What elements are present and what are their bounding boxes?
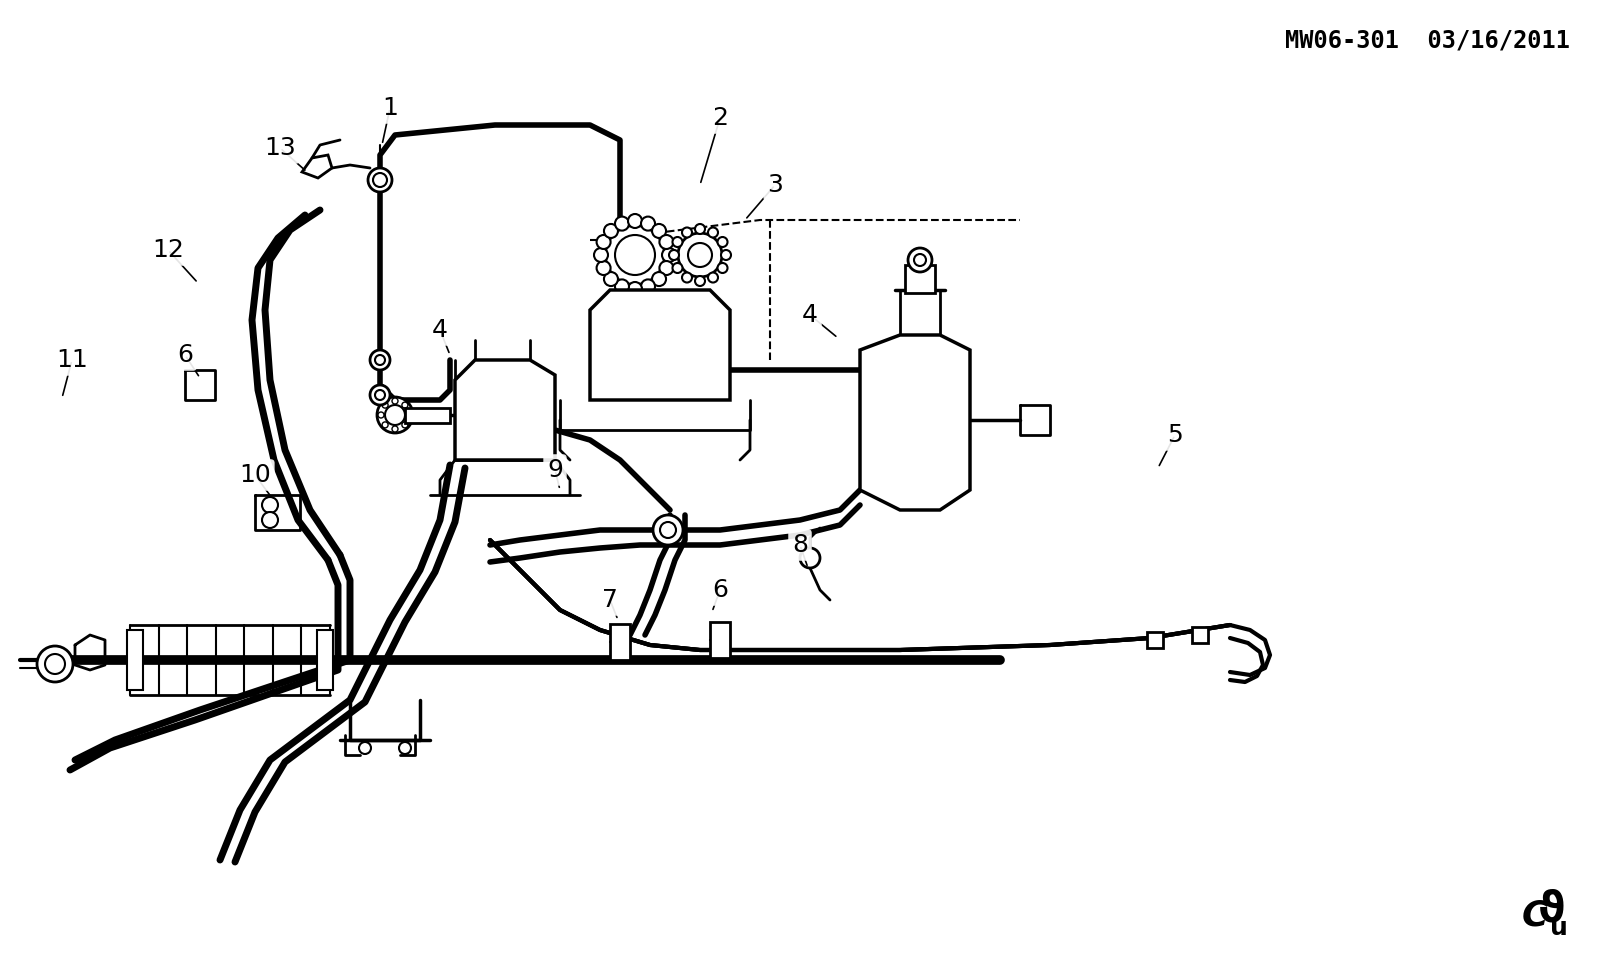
Text: ϑ: ϑ — [1538, 888, 1565, 930]
Circle shape — [707, 228, 718, 237]
Bar — [610, 624, 630, 660]
Circle shape — [358, 742, 371, 754]
Text: 10: 10 — [238, 463, 270, 487]
Circle shape — [368, 168, 392, 192]
Circle shape — [672, 263, 683, 273]
Polygon shape — [590, 290, 730, 400]
Circle shape — [707, 273, 718, 282]
Circle shape — [653, 224, 666, 238]
Circle shape — [370, 385, 390, 405]
Circle shape — [374, 355, 386, 365]
Polygon shape — [302, 155, 333, 178]
Circle shape — [672, 237, 683, 247]
Circle shape — [682, 228, 691, 237]
Circle shape — [614, 279, 629, 294]
Circle shape — [694, 276, 706, 286]
Circle shape — [669, 250, 678, 260]
Circle shape — [605, 225, 666, 285]
Text: 11: 11 — [56, 348, 88, 372]
Circle shape — [722, 250, 731, 260]
Text: 1: 1 — [382, 96, 398, 120]
Text: 8: 8 — [792, 533, 808, 557]
Circle shape — [682, 273, 691, 282]
Text: 2: 2 — [712, 106, 728, 130]
Text: 4: 4 — [802, 303, 818, 327]
Circle shape — [37, 646, 74, 682]
Bar — [126, 630, 142, 690]
Circle shape — [914, 254, 926, 266]
Circle shape — [402, 402, 408, 408]
Text: 4: 4 — [432, 318, 448, 342]
Circle shape — [653, 515, 683, 545]
Circle shape — [378, 412, 384, 418]
Circle shape — [603, 272, 618, 286]
Circle shape — [378, 397, 413, 433]
Circle shape — [688, 243, 712, 267]
Bar — [1192, 627, 1208, 643]
Text: 13: 13 — [264, 136, 296, 160]
Circle shape — [642, 216, 654, 231]
Circle shape — [382, 422, 389, 428]
Circle shape — [661, 522, 675, 538]
Text: 9: 9 — [547, 458, 563, 482]
Circle shape — [398, 742, 411, 754]
Circle shape — [614, 235, 654, 275]
Circle shape — [653, 272, 666, 286]
Circle shape — [594, 248, 608, 262]
Circle shape — [662, 248, 675, 262]
Text: MW06-301  03/16/2011: MW06-301 03/16/2011 — [1285, 28, 1570, 52]
Text: 6: 6 — [712, 578, 728, 602]
Circle shape — [373, 173, 387, 187]
Circle shape — [386, 405, 405, 425]
Polygon shape — [861, 335, 970, 510]
Bar — [317, 630, 333, 690]
Circle shape — [659, 261, 674, 275]
Circle shape — [717, 237, 728, 247]
Circle shape — [909, 248, 931, 272]
Circle shape — [627, 282, 642, 296]
Circle shape — [597, 235, 611, 249]
Circle shape — [262, 497, 278, 513]
Bar — [710, 622, 730, 658]
Circle shape — [614, 216, 629, 231]
Text: u: u — [1550, 916, 1568, 940]
Circle shape — [717, 263, 728, 273]
Text: C: C — [1522, 898, 1549, 932]
Circle shape — [382, 402, 389, 408]
Bar — [906, 265, 934, 293]
Circle shape — [678, 233, 722, 277]
Circle shape — [392, 398, 398, 404]
Circle shape — [402, 422, 408, 428]
Circle shape — [406, 412, 413, 418]
Circle shape — [374, 390, 386, 400]
Circle shape — [642, 279, 654, 294]
Polygon shape — [454, 360, 555, 460]
Text: 7: 7 — [602, 588, 618, 612]
Text: 12: 12 — [152, 238, 184, 262]
Circle shape — [262, 512, 278, 528]
Circle shape — [627, 214, 642, 228]
Circle shape — [659, 235, 674, 249]
Circle shape — [597, 261, 611, 275]
Circle shape — [800, 548, 819, 568]
Circle shape — [694, 224, 706, 234]
Circle shape — [392, 426, 398, 432]
Circle shape — [603, 224, 618, 238]
Circle shape — [370, 350, 390, 370]
Bar — [1147, 632, 1163, 648]
Text: 3: 3 — [766, 173, 782, 197]
Text: 6: 6 — [178, 343, 194, 367]
Text: 5: 5 — [1166, 423, 1182, 447]
Bar — [405, 408, 450, 423]
Circle shape — [45, 654, 66, 674]
